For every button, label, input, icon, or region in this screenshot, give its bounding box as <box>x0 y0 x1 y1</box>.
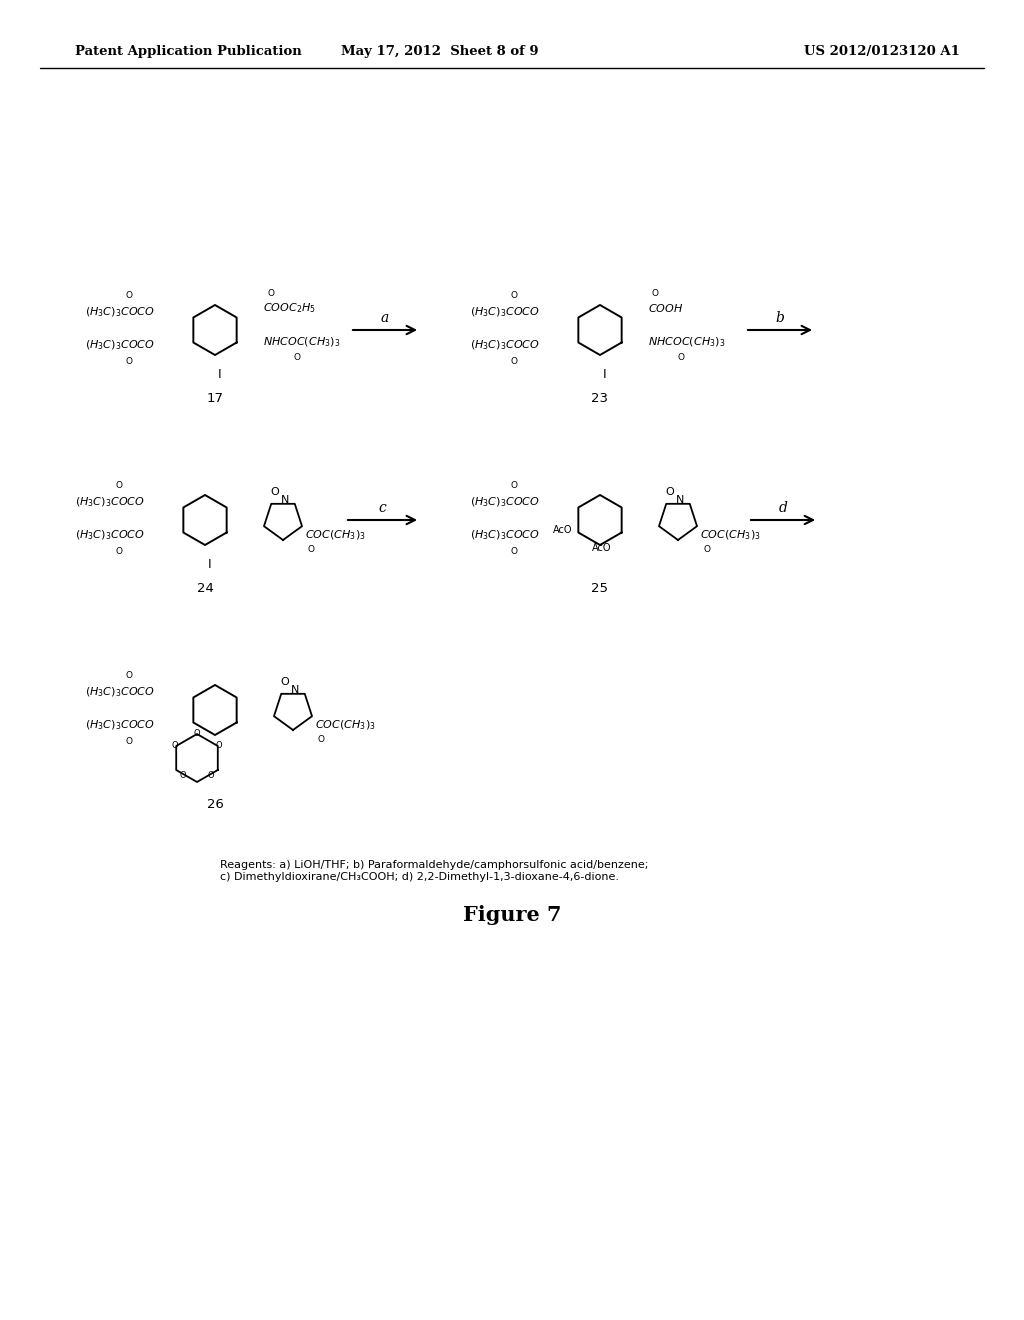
Text: O: O <box>308 545 315 554</box>
Text: $(H_3C)_3COCO$: $(H_3C)_3COCO$ <box>85 338 155 352</box>
Text: d: d <box>778 502 787 515</box>
Text: $(H_3C)_3COCO$: $(H_3C)_3COCO$ <box>470 305 540 319</box>
Text: O: O <box>293 352 300 362</box>
Text: O: O <box>172 742 178 751</box>
Text: O: O <box>208 771 214 780</box>
Text: $COC(CH_3)_3$: $COC(CH_3)_3$ <box>700 528 761 541</box>
Text: 25: 25 <box>592 582 608 594</box>
Text: Figure 7: Figure 7 <box>463 906 561 925</box>
Text: c: c <box>379 502 386 515</box>
Text: $(H_3C)_3COCO$: $(H_3C)_3COCO$ <box>85 718 155 731</box>
Text: I: I <box>218 368 222 381</box>
Text: O: O <box>116 546 123 556</box>
Text: O: O <box>267 289 274 298</box>
Text: O: O <box>281 677 290 686</box>
Text: $COC(CH_3)_3$: $COC(CH_3)_3$ <box>315 718 376 731</box>
Text: b: b <box>775 312 784 325</box>
Text: I: I <box>208 558 212 572</box>
Text: $(H_3C)_3COCO$: $(H_3C)_3COCO$ <box>85 305 155 319</box>
Text: $NHCOC(CH_3)_3$: $NHCOC(CH_3)_3$ <box>648 335 725 348</box>
Text: N: N <box>676 495 684 506</box>
Text: O: O <box>126 356 132 366</box>
Text: N: N <box>291 685 299 696</box>
Text: O: O <box>270 487 280 498</box>
Text: O: O <box>318 735 325 744</box>
Text: $COOH$: $COOH$ <box>648 302 683 314</box>
Text: O: O <box>703 545 710 554</box>
Text: US 2012/0123120 A1: US 2012/0123120 A1 <box>804 45 961 58</box>
Text: O: O <box>652 289 659 298</box>
Text: O: O <box>116 482 123 491</box>
Text: 24: 24 <box>197 582 213 594</box>
Text: O: O <box>216 742 222 751</box>
Text: O: O <box>126 672 132 681</box>
Text: O: O <box>511 292 517 301</box>
Text: O: O <box>666 487 675 498</box>
Text: $(H_3C)_3COCO$: $(H_3C)_3COCO$ <box>470 528 540 541</box>
Text: $COOC_2H_5$: $COOC_2H_5$ <box>263 301 316 315</box>
Text: 17: 17 <box>207 392 223 404</box>
Text: a: a <box>381 312 389 325</box>
Text: Patent Application Publication: Patent Application Publication <box>75 45 302 58</box>
Text: I: I <box>603 368 607 381</box>
Text: Reagents: a) LiOH/THF; b) Paraformaldehyde/camphorsulfonic acid/benzene;
c) Dime: Reagents: a) LiOH/THF; b) Paraformaldehy… <box>220 861 648 882</box>
Text: 23: 23 <box>592 392 608 404</box>
Text: O: O <box>194 730 201 738</box>
Text: $(H_3C)_3COCO$: $(H_3C)_3COCO$ <box>470 338 540 352</box>
Text: O: O <box>511 546 517 556</box>
Text: O: O <box>126 737 132 746</box>
Text: $(H_3C)_3COCO$: $(H_3C)_3COCO$ <box>85 685 155 698</box>
Text: O: O <box>511 356 517 366</box>
Text: AcO: AcO <box>553 525 572 535</box>
Text: $(H_3C)_3COCO$: $(H_3C)_3COCO$ <box>470 495 540 508</box>
Text: AcO: AcO <box>592 543 611 553</box>
Text: 26: 26 <box>207 799 223 812</box>
Text: O: O <box>179 771 186 780</box>
Text: O: O <box>126 292 132 301</box>
Text: $COC(CH_3)_3$: $COC(CH_3)_3$ <box>305 528 366 541</box>
Text: O: O <box>678 352 685 362</box>
Text: May 17, 2012  Sheet 8 of 9: May 17, 2012 Sheet 8 of 9 <box>341 45 539 58</box>
Text: $(H_3C)_3COCO$: $(H_3C)_3COCO$ <box>75 528 145 541</box>
Text: $(H_3C)_3COCO$: $(H_3C)_3COCO$ <box>75 495 145 508</box>
Text: O: O <box>511 482 517 491</box>
Text: $NHCOC(CH_3)_3$: $NHCOC(CH_3)_3$ <box>263 335 340 348</box>
Text: N: N <box>281 495 289 506</box>
